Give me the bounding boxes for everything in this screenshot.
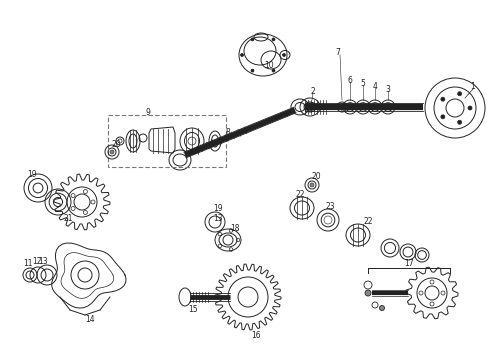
Text: 14: 14 (85, 315, 95, 324)
Text: 22: 22 (363, 216, 373, 225)
Text: 2: 2 (311, 86, 316, 95)
Text: 19: 19 (213, 203, 223, 212)
Circle shape (110, 150, 114, 154)
Text: 12: 12 (32, 256, 42, 266)
Circle shape (458, 92, 462, 96)
Circle shape (306, 103, 314, 111)
Text: 22: 22 (295, 189, 305, 198)
Text: 7: 7 (336, 48, 341, 57)
Circle shape (272, 69, 275, 72)
Text: 18: 18 (230, 224, 240, 233)
Text: 8: 8 (225, 127, 230, 136)
Text: 15: 15 (188, 305, 198, 314)
Text: 16: 16 (251, 330, 261, 339)
Circle shape (283, 54, 286, 57)
Circle shape (310, 183, 314, 187)
Circle shape (272, 38, 275, 41)
Text: 5: 5 (361, 78, 366, 87)
Circle shape (241, 54, 244, 57)
Circle shape (468, 106, 472, 110)
Text: 13: 13 (38, 256, 48, 266)
Text: 11: 11 (23, 258, 33, 267)
Text: 20: 20 (111, 140, 121, 149)
Circle shape (441, 115, 445, 119)
Text: 3: 3 (386, 85, 391, 94)
Text: 6: 6 (347, 76, 352, 85)
Text: 9: 9 (146, 108, 150, 117)
Text: 19: 19 (27, 170, 37, 179)
Text: 21: 21 (63, 213, 73, 222)
Circle shape (458, 120, 462, 124)
Text: 20: 20 (311, 171, 321, 180)
Text: 1: 1 (470, 81, 475, 90)
Text: 23: 23 (325, 202, 335, 211)
Circle shape (441, 97, 445, 101)
Text: 10: 10 (264, 60, 274, 69)
Circle shape (365, 290, 371, 296)
Text: 4: 4 (372, 81, 377, 90)
Text: 13: 13 (213, 213, 223, 222)
Circle shape (379, 306, 385, 310)
Circle shape (251, 69, 254, 72)
Circle shape (251, 38, 254, 41)
Bar (108, 115, 226, 167)
Text: 17: 17 (404, 258, 414, 267)
